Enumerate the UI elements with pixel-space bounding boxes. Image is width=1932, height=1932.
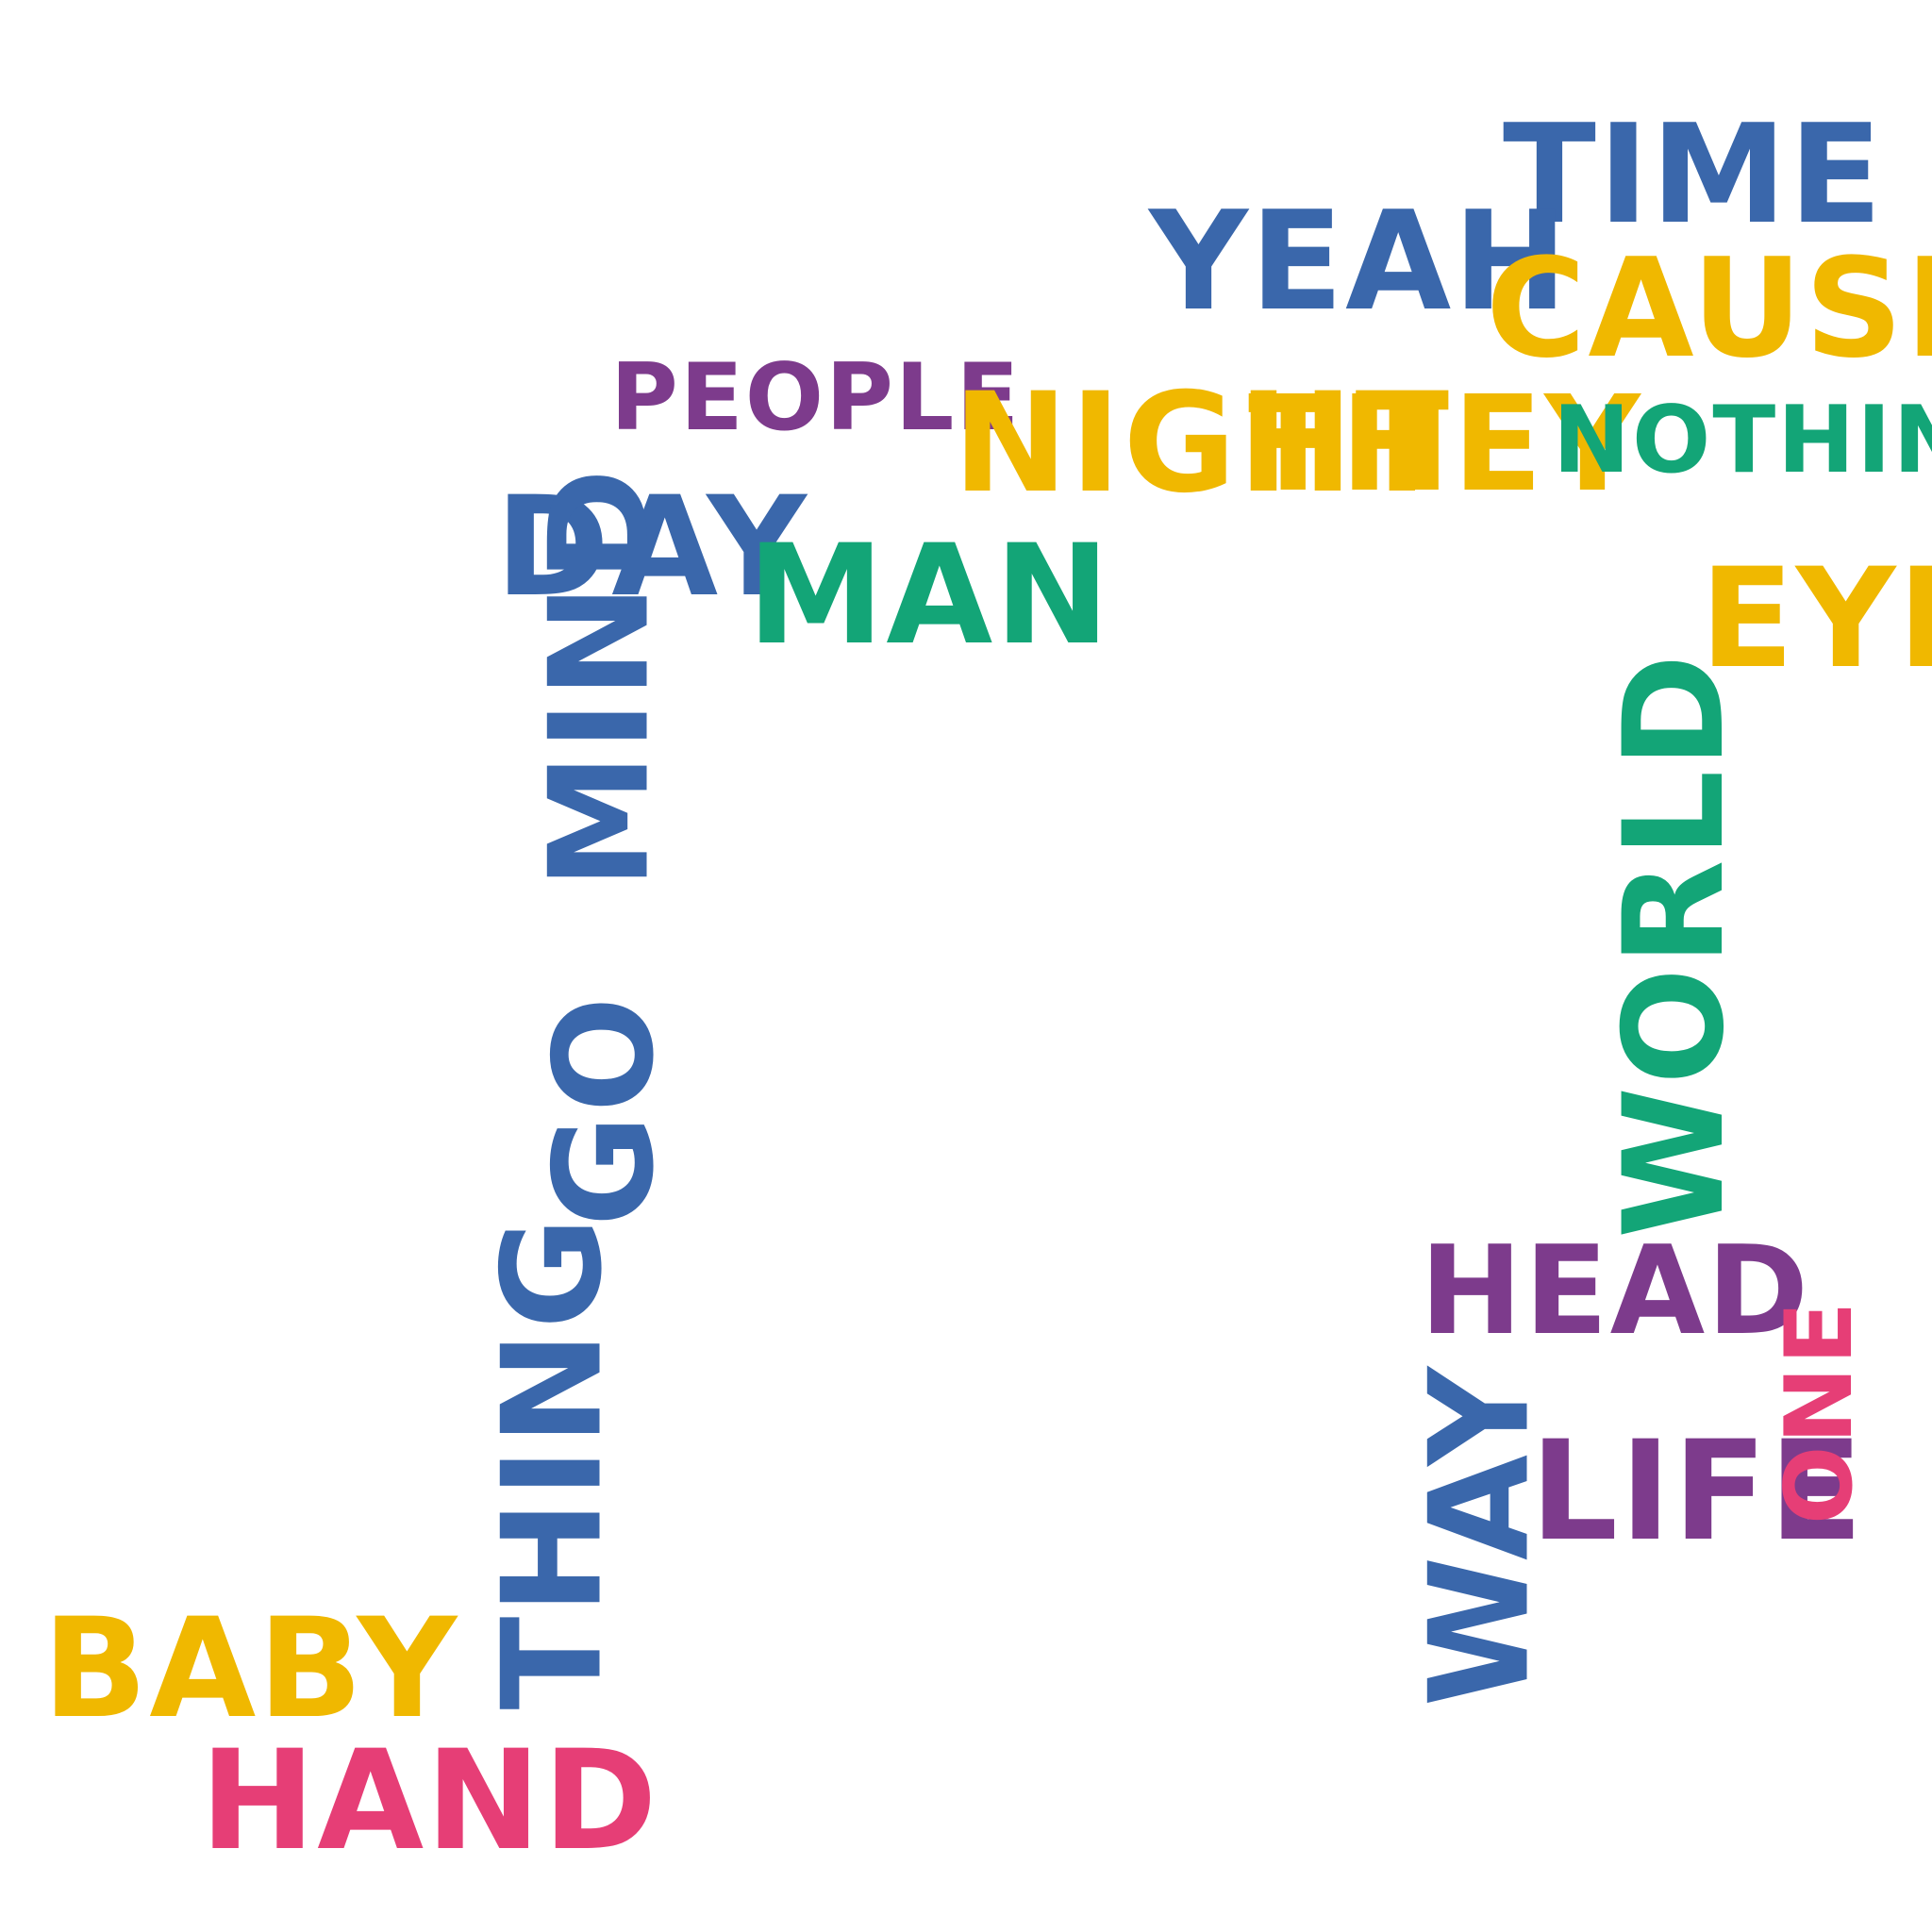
word-people: PEOPLE <box>610 344 1022 452</box>
word-time: TIME <box>1503 95 1885 255</box>
word-world: WORLD <box>1594 652 1755 1239</box>
word-thing: THING <box>473 1214 633 1710</box>
word-head: HEAD <box>1420 1219 1811 1362</box>
word-night: NIGHT <box>953 363 1452 524</box>
word-day: DAY <box>495 467 808 627</box>
word-one: ONE <box>1766 1299 1874 1524</box>
word-hand: HAND <box>200 1721 659 1881</box>
word-they: THEY <box>1248 368 1642 522</box>
word-nothing: NOTHING <box>1553 387 1932 494</box>
word-way: WAY <box>1400 1364 1560 1707</box>
word-go: GO <box>525 994 685 1227</box>
word-yeah: YEAH <box>1149 182 1570 341</box>
word-man: MAN <box>747 515 1112 675</box>
word-life: LIFE <box>1530 1411 1865 1572</box>
word-cause: CAUSE <box>1486 229 1932 389</box>
word-eye: EYE <box>1700 539 1932 699</box>
word-baby: BABY <box>42 1589 459 1749</box>
word-mind: MIND <box>520 466 680 890</box>
